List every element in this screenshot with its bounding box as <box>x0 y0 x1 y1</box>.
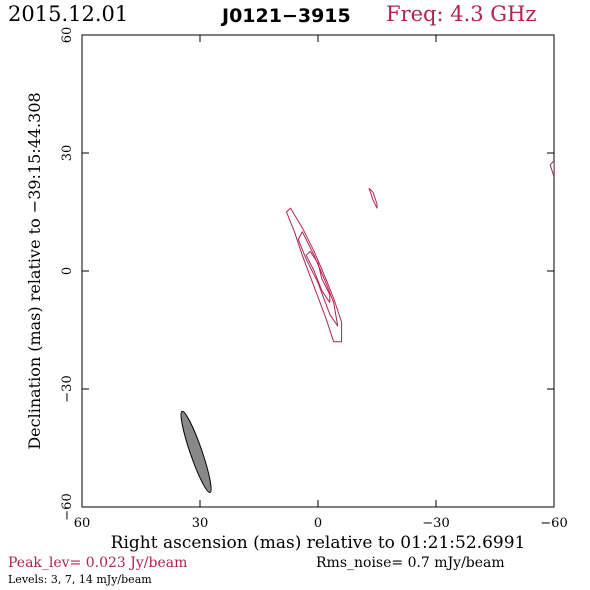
x-axis-label: Right ascension (mas) relative to 01:21:… <box>111 533 526 553</box>
y-axis-label: Declination (mas) relative to −39:15:44.… <box>25 92 44 449</box>
beam-ellipse <box>180 410 212 494</box>
y-tick-label: 0 <box>60 267 75 275</box>
contour-7 <box>297 231 339 327</box>
rms-noise: Rms_noise= 0.7 mJy/beam <box>316 555 505 571</box>
y-tick-label: 60 <box>60 27 75 44</box>
x-tick-label: 0 <box>314 516 322 531</box>
x-tick-label: −30 <box>422 516 449 531</box>
contour-3 <box>286 207 343 343</box>
y-tick-label: −60 <box>60 493 75 520</box>
plot-frame <box>81 34 555 508</box>
y-tick-label: −30 <box>60 375 75 402</box>
x-tick-label: −60 <box>540 516 567 531</box>
source-name: J0121−3915 <box>222 5 351 27</box>
frequency-label: Freq: 4.3 GHz <box>386 2 537 26</box>
x-tick-label: 30 <box>192 516 209 531</box>
x-tick-label: 60 <box>74 516 91 531</box>
observation-date: 2015.12.01 <box>8 2 129 26</box>
contour-levels: Levels: 3, 7, 14 mJy/beam <box>8 573 152 586</box>
y-tick-label: 30 <box>60 145 75 162</box>
contour-3 <box>368 187 378 209</box>
peak-level: Peak_lev= 0.023 Jy/beam <box>8 555 188 571</box>
contour-14 <box>305 250 331 303</box>
contour-group <box>286 160 554 343</box>
contour-3 <box>549 160 554 178</box>
